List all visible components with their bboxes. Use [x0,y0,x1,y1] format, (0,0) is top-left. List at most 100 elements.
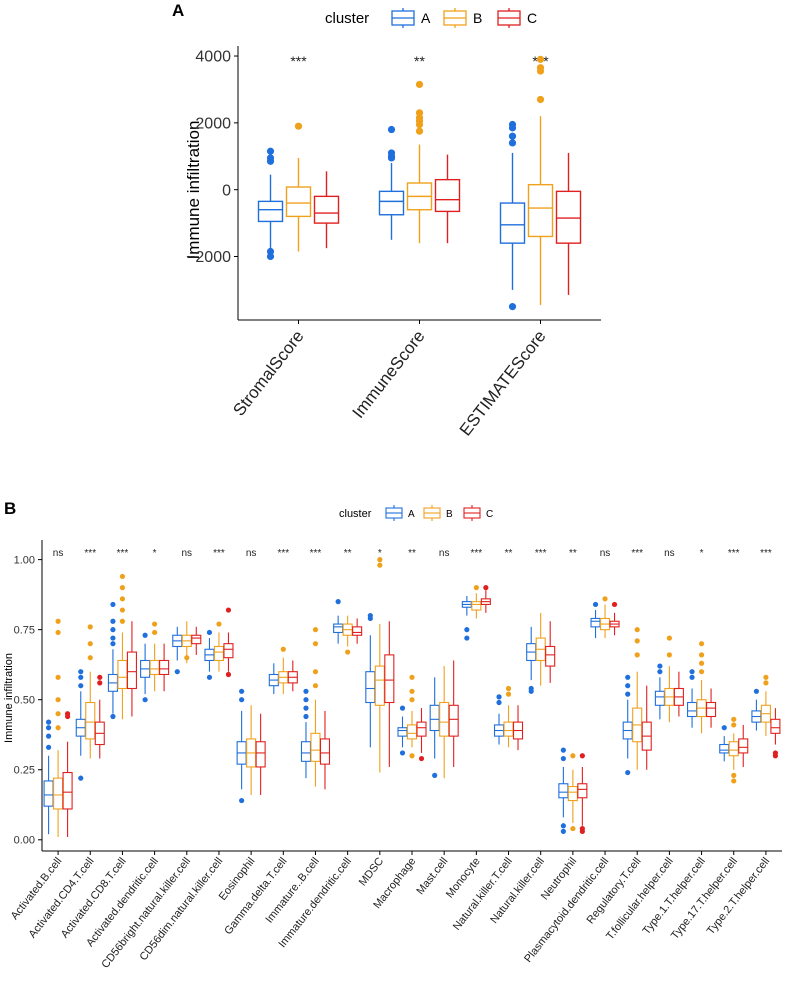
box-body [378,190,405,216]
outlier-point [266,247,275,256]
outlier-point [266,147,275,155]
outlier-point [225,607,232,613]
box-b [285,122,312,252]
outlier-point [560,823,566,829]
box-c [641,685,652,770]
box-a [257,147,284,261]
outlier-point [731,716,737,722]
outlier-point [45,725,52,731]
significance-label: ns [246,548,257,559]
box-c [416,708,427,762]
outlier-point [110,713,116,720]
significance-label: * [153,548,157,559]
outlier-point [55,711,61,717]
outlier-point [731,778,737,784]
outlier-point [657,663,663,669]
significance-label: *** [84,548,96,559]
outlier-point [579,753,585,759]
y-tick-label: 0.25 [14,765,35,777]
outlier-point [239,688,245,694]
outlier-point [473,585,479,591]
significance-label: *** [277,548,289,559]
box-b [567,753,578,832]
box-body [126,651,137,690]
box-body [352,626,363,636]
outlier-point [87,624,93,630]
box-body [213,645,225,662]
significance-label: ns [664,548,675,559]
box-a [268,663,279,695]
box-body [738,738,749,754]
y-tick-label: 0 [222,182,231,199]
box-b [374,557,385,773]
box-b [599,596,611,639]
box-body [223,643,234,659]
outlier-point [55,674,61,680]
outlier-point [602,596,608,602]
panel-a-legend-label-a: A [421,10,431,26]
outlier-point [505,691,512,697]
outlier-point [570,753,576,759]
outlier-point [239,697,245,703]
box-body [300,741,312,762]
box-b [310,627,321,787]
outlier-point [110,641,116,647]
outlier-point [536,95,545,104]
outlier-point [312,669,319,675]
outlier-point [97,680,103,686]
box-a [204,629,215,680]
outlier-point [611,601,618,608]
outlier-point [225,671,232,678]
box-c [545,621,556,683]
outlier-point [216,621,222,627]
box-body [285,186,312,218]
outlier-point [415,120,424,129]
outlier-point [367,613,373,619]
panel-b-y-axis-title: Immune infiltration [3,653,15,743]
outlier-point [415,109,424,117]
panel-b-label: B [4,499,16,518]
box-body [191,634,202,645]
panel-b-legend-label-a: A [408,509,415,520]
box-b [696,641,707,734]
y-tick-label: 1.00 [14,554,35,566]
box-body [333,623,344,634]
significance-label: ** [569,548,577,559]
outlier-point [409,753,415,759]
outlier-point [387,154,396,162]
x-tick-label: ImmuneScore [349,327,429,422]
significance-label: * [378,548,382,559]
significance-label: *** [631,548,643,559]
box-body [527,183,554,238]
outlier-point [312,627,319,633]
box-body [499,202,526,244]
outlier-point [303,713,309,720]
outlier-point [119,585,126,591]
outlier-point [592,601,599,608]
panel-b-legend-key-b [423,505,441,521]
outlier-point [399,705,406,711]
box-body [503,721,514,737]
box-c [255,713,266,795]
outlier-point [666,652,672,658]
box-body [117,659,128,690]
box-b [181,621,192,664]
box-b [342,615,353,655]
box-c [126,621,137,717]
box-a [499,120,526,311]
outlier-point [266,157,275,165]
box-c [434,154,461,244]
box-a [558,747,569,834]
outlier-point [698,660,705,666]
box-body [319,738,331,765]
outlier-point [536,67,545,75]
box-a [654,663,665,720]
box-b [149,621,160,692]
outlier-point [763,680,769,686]
box-b [535,612,546,686]
outlier-point [536,55,545,63]
outlier-point [508,132,517,140]
outlier-point [508,124,517,132]
box-a [43,719,54,835]
significance-label: ns [53,548,64,559]
